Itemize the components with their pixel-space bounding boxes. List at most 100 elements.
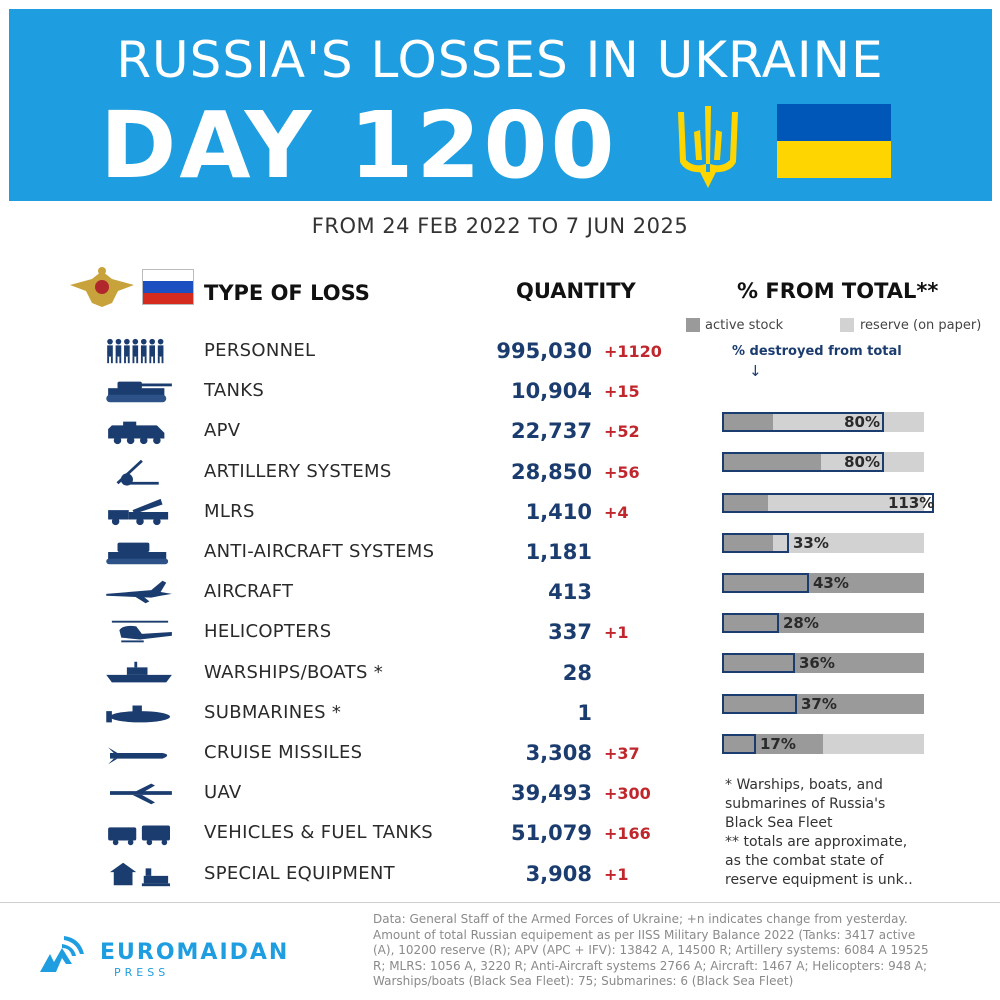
bar-percent-label: 36% — [799, 654, 835, 672]
missile-icon — [108, 747, 168, 765]
russia-flag-icon — [142, 269, 194, 305]
footnote-line: as the combat state of — [725, 853, 884, 869]
bar-percent-label: 28% — [783, 614, 819, 632]
legend-reserve-swatch — [840, 318, 854, 332]
ukraine-flag-icon — [777, 104, 891, 178]
row-quantity: 337 — [548, 620, 592, 644]
percent-header: % FROM TOTAL** — [737, 279, 939, 303]
anti-aircraft-icon — [106, 542, 169, 565]
legend-active-label: active stock — [705, 318, 784, 333]
bar-active — [722, 452, 821, 472]
source-line: Amount of total Russian equipement as pe… — [373, 927, 916, 942]
date-range: FROM 24 FEB 2022 TO 7 JUN 2025 — [311, 214, 689, 238]
row-label: AIRCRAFT — [204, 581, 294, 602]
bar-destroyed — [722, 653, 795, 673]
row-quantity: 22,737 — [510, 419, 592, 443]
footnote-line: * Warships, boats, and — [725, 777, 883, 793]
row-quantity: 995,030 — [496, 339, 592, 363]
bar-destroyed — [722, 694, 797, 714]
euromaidan-logo-icon — [40, 936, 84, 972]
row-quantity: 3,308 — [525, 741, 592, 765]
day-counter: DAY 1200 — [100, 92, 618, 199]
bar-active — [722, 653, 924, 673]
row-quantity: 413 — [548, 580, 592, 604]
russian-emblem-icon — [70, 267, 134, 307]
row-label: SPECIAL EQUIPMENT — [204, 863, 395, 884]
uav-icon — [110, 783, 172, 805]
row-label: TANKS — [204, 380, 265, 401]
bar-destroyed — [722, 452, 884, 472]
bar-destroyed — [722, 493, 934, 513]
row-quantity: 1,410 — [525, 500, 592, 524]
row-delta: +1 — [604, 865, 629, 884]
row-label: APV — [204, 420, 241, 441]
warship-icon — [106, 661, 172, 683]
row-delta: +1 — [604, 623, 629, 642]
legend-arrow: ↓ — [749, 362, 762, 380]
helicopter-icon — [111, 620, 172, 643]
source-line: Warships/boats (Black Sea Fleet): 75; Su… — [373, 974, 794, 988]
data-source: Data: General Staff of the Armed Forces … — [373, 912, 973, 990]
bar-percent-label: 80% — [844, 413, 880, 431]
bar-destroyed — [722, 412, 884, 432]
legend-active-swatch — [686, 318, 700, 332]
trident-icon — [678, 106, 738, 188]
footnotes: * Warships, boats, and submarines of Rus… — [725, 776, 955, 890]
artillery-icon — [116, 459, 159, 486]
bar-percent-label: 33% — [793, 534, 829, 552]
row-quantity: 28,850 — [510, 460, 592, 484]
footer-divider — [0, 902, 1000, 903]
bar-destroyed — [722, 613, 779, 633]
bar-destroyed — [722, 533, 789, 553]
row-quantity: 1,181 — [525, 540, 592, 564]
apv-icon — [108, 421, 165, 445]
special-equipment-icon — [110, 862, 170, 887]
row-delta: +300 — [604, 784, 651, 803]
footnote-line: ** totals are approximate, — [725, 834, 908, 850]
row-label: ARTILLERY SYSTEMS — [204, 461, 392, 482]
row-delta: +4 — [604, 503, 629, 522]
type-of-loss-header: TYPE OF LOSS — [204, 281, 370, 305]
row-delta: +56 — [604, 463, 640, 482]
source-line: Data: General Staff of the Armed Forces … — [373, 912, 908, 926]
bar-active — [722, 493, 768, 513]
bar-active — [722, 734, 823, 754]
footnote-line: Black Sea Fleet — [725, 815, 833, 831]
bar-active — [722, 573, 924, 593]
bar-reserve — [722, 493, 924, 513]
logo-name: EUROMAIDAN — [100, 940, 290, 965]
bar-active — [722, 613, 924, 633]
row-label: UAV — [204, 782, 242, 803]
bar-percent-label: 17% — [760, 735, 796, 753]
row-quantity: 28 — [562, 661, 592, 685]
bar-active — [722, 694, 924, 714]
legend-reserve-label: reserve (on paper) — [860, 318, 982, 333]
row-delta: +1120 — [604, 342, 662, 361]
row-label: HELICOPTERS — [204, 621, 332, 642]
row-quantity: 10,904 — [510, 379, 592, 403]
row-quantity: 3,908 — [525, 862, 592, 886]
logo-subtitle: PRESS — [114, 966, 170, 979]
bar-percent-label: 37% — [801, 695, 837, 713]
row-delta: +52 — [604, 422, 640, 441]
row-label: CRUISE MISSILES — [204, 742, 363, 763]
bar-active — [722, 412, 773, 432]
row-delta: +37 — [604, 744, 640, 763]
bar-destroyed — [722, 573, 809, 593]
row-quantity: 39,493 — [510, 781, 592, 805]
source-line: (A), 10200 reserve (R); APV (APC + IFV):… — [373, 943, 929, 957]
row-label: VEHICLES & FUEL TANKS — [204, 822, 433, 843]
row-delta: +15 — [604, 382, 640, 401]
vehicles-icon — [108, 825, 170, 846]
legend-destroyed-label: % destroyed from total — [732, 344, 902, 359]
row-label: ANTI-AIRCRAFT SYSTEMS — [204, 541, 435, 562]
bar-destroyed — [722, 734, 756, 754]
footnote-line: submarines of Russia's — [725, 796, 886, 812]
bar-percent-label: 80% — [844, 453, 880, 471]
row-delta: +166 — [604, 824, 651, 843]
soldiers-icon — [107, 338, 164, 364]
bar-percent-label: 113% — [888, 494, 935, 512]
footnote-line: reserve equipment is unk.. — [725, 872, 913, 888]
row-quantity: 1 — [577, 701, 592, 725]
quantity-header: QUANTITY — [516, 279, 636, 303]
